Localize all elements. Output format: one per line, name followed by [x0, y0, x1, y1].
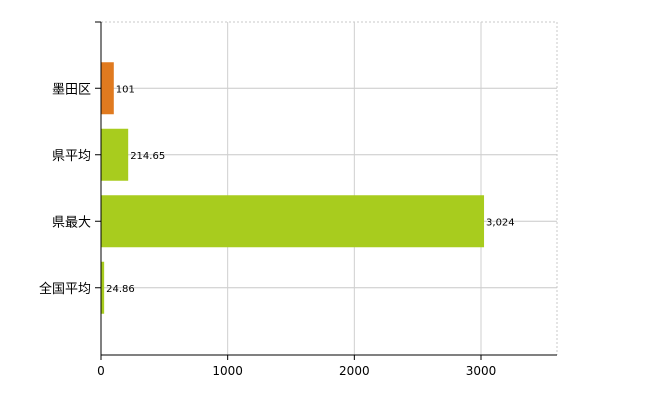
- category-label: 墨田区: [52, 82, 91, 97]
- x-tick-label: 2000: [339, 364, 370, 378]
- category-label: 全国平均: [39, 281, 91, 297]
- bar: [101, 195, 485, 248]
- x-tick-label: 3000: [466, 364, 497, 378]
- axis-layer: [95, 21, 557, 360]
- category-label: 県平均: [52, 149, 91, 164]
- bar: [101, 261, 105, 314]
- bar-value-label: 101: [116, 84, 135, 95]
- category-label: 県最大: [52, 215, 91, 230]
- label-layer: 101 墨田区 214.65 県平均 3,024 県最大 24.86 全国平均 0 1000 200…: [39, 82, 515, 378]
- x-tick-label: 1000: [212, 364, 243, 378]
- bar-value-label: 214.65: [130, 151, 165, 162]
- bar-layer: [101, 62, 485, 314]
- bar: [101, 128, 129, 181]
- x-tick-label: 0: [97, 364, 105, 378]
- grid-layer: [101, 21, 558, 355]
- bar-value-label: 24.86: [106, 284, 135, 295]
- bar: [101, 62, 114, 115]
- bar-value-label: 3,024: [486, 217, 515, 228]
